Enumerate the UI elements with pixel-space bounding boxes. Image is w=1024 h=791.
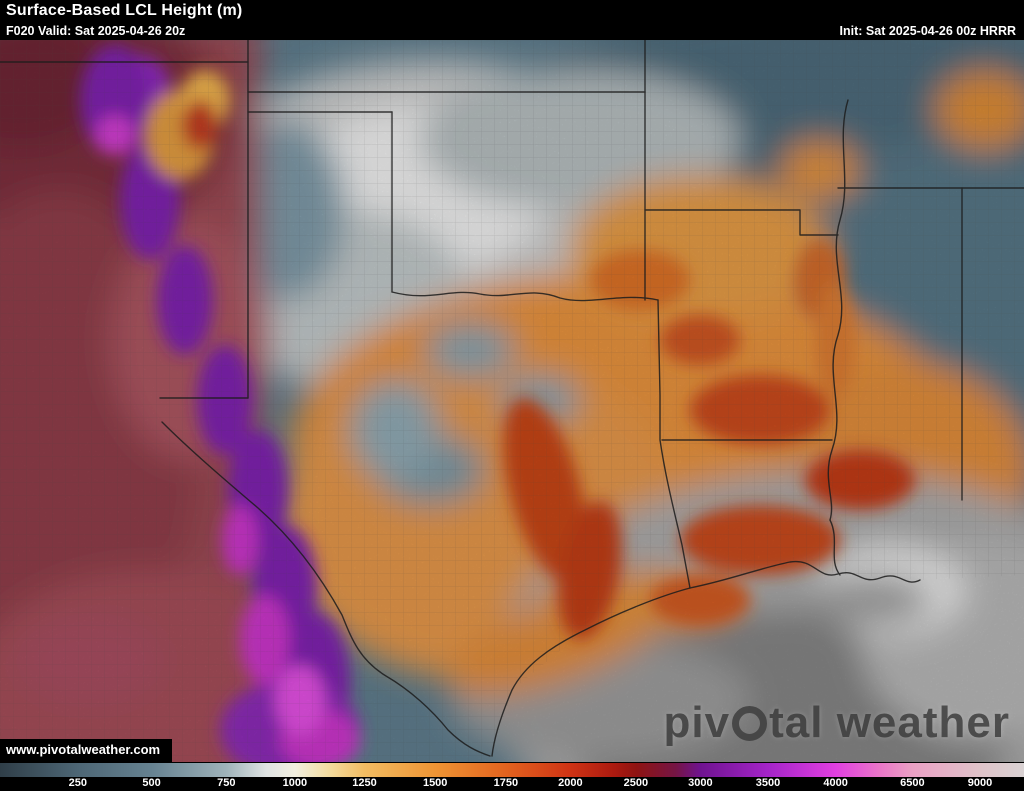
colorbar-tick-3000: 3000 — [688, 777, 713, 789]
watermark-text-right: tal weather — [769, 698, 1010, 747]
colorbar-tick-500: 500 — [142, 777, 161, 789]
colorbar-tick-1750: 1750 — [493, 777, 519, 789]
colorbar-tick-3500: 3500 — [755, 777, 781, 789]
weather-map: piv tal weather www.pivotalweather.com — [0, 40, 1024, 762]
header-bar: Surface-Based LCL Height (m) F020 Valid:… — [0, 0, 1024, 40]
colorbar-tick-2500: 2500 — [623, 777, 649, 789]
colorbar-tick-250: 250 — [68, 777, 87, 789]
site-url-label: www.pivotalweather.com — [0, 739, 173, 762]
page-title: Surface-Based LCL Height (m) — [6, 2, 243, 19]
valid-time-label: F020 Valid: Sat 2025-04-26 20z — [6, 24, 186, 38]
lcl-height-map-image — [0, 40, 1024, 762]
colorbar-gradient — [0, 763, 1024, 777]
watermark-logo: piv tal weather — [664, 698, 1010, 748]
colorbar-tick-9000: 9000 — [967, 777, 993, 789]
colorbar-tick-6500: 6500 — [900, 777, 925, 789]
pivotal-logo-icon — [732, 705, 768, 741]
colorbar-tick-1500: 1500 — [422, 777, 448, 789]
colorbar-tick-2000: 2000 — [558, 777, 583, 789]
init-time-label: Init: Sat 2025-04-26 00z HRRR — [839, 24, 1016, 38]
colorbar-tick-750: 750 — [217, 777, 236, 789]
colorbar-tick-1000: 1000 — [282, 777, 308, 789]
colorbar-ticks: 250 500 750 1000 1250 1500 1750 2000 2500 3000 350… — [0, 777, 1024, 791]
watermark-text-left: piv — [663, 698, 731, 747]
colorbar-tick-4000: 4000 — [823, 777, 848, 789]
colorbar-tick-1250: 1250 — [352, 777, 377, 789]
colorbar-legend: 250 500 750 1000 1250 1500 1750 2000 2500 3000 350… — [0, 762, 1024, 791]
